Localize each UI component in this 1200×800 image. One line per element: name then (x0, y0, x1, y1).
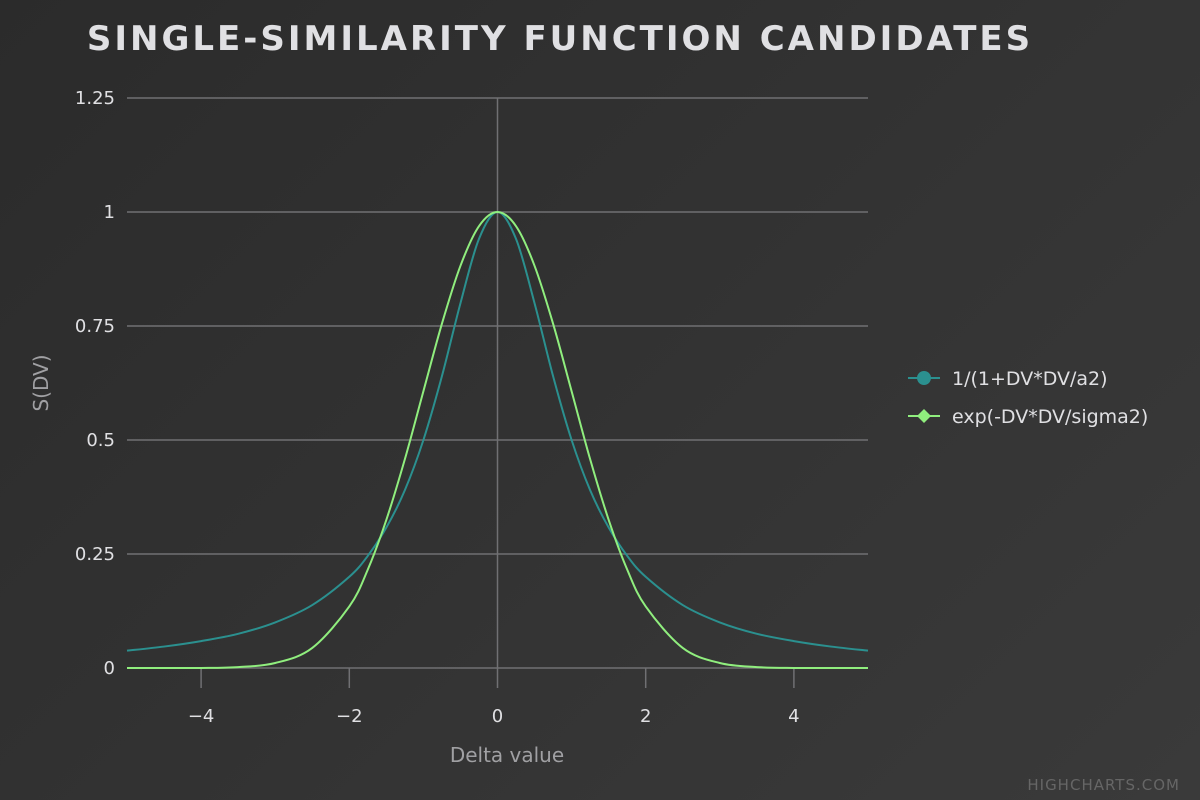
y-tick-label: 0.5 (86, 430, 115, 451)
credits-label[interactable]: HIGHCHARTS.COM (1027, 776, 1180, 794)
y-tick-label: 0.25 (75, 544, 115, 565)
x-tick-label: 0 (492, 706, 503, 727)
legend: 1/(1+DV*DV/a2) exp(-DV*DV/sigma2) (908, 368, 1148, 428)
x-tick-label: 4 (788, 706, 799, 727)
y-tick-label: 1 (104, 202, 115, 223)
gridlines (127, 97, 868, 669)
y-tick-label: 1.25 (75, 88, 115, 109)
x-tick-label: 2 (640, 706, 651, 727)
y-tick-label: 0.75 (75, 316, 115, 337)
y-axis-title: S(DV) (29, 354, 53, 411)
x-axis-title: Delta value (450, 743, 564, 767)
legend-item-1[interactable]: 1/(1+DV*DV/a2) (908, 368, 1108, 390)
series-lines (126, 210, 869, 670)
diamond-marker-icon (917, 409, 931, 423)
circle-marker-icon (917, 371, 931, 385)
legend-label: 1/(1+DV*DV/a2) (952, 368, 1108, 390)
chart-title: SINGLE-SIMILARITY FUNCTION CANDIDATES (87, 19, 1033, 59)
legend-label: exp(-DV*DV/sigma2) (952, 406, 1148, 428)
x-tick-label: −2 (336, 706, 363, 727)
series-line-2[interactable] (127, 210, 868, 670)
y-tick-label: 0 (104, 658, 115, 679)
axes: 0 0.25 0.5 0.75 1 1.25 −4 −2 0 2 4 (75, 88, 800, 727)
legend-item-2[interactable]: exp(-DV*DV/sigma2) (908, 406, 1148, 428)
x-tick-label: −4 (188, 706, 215, 727)
